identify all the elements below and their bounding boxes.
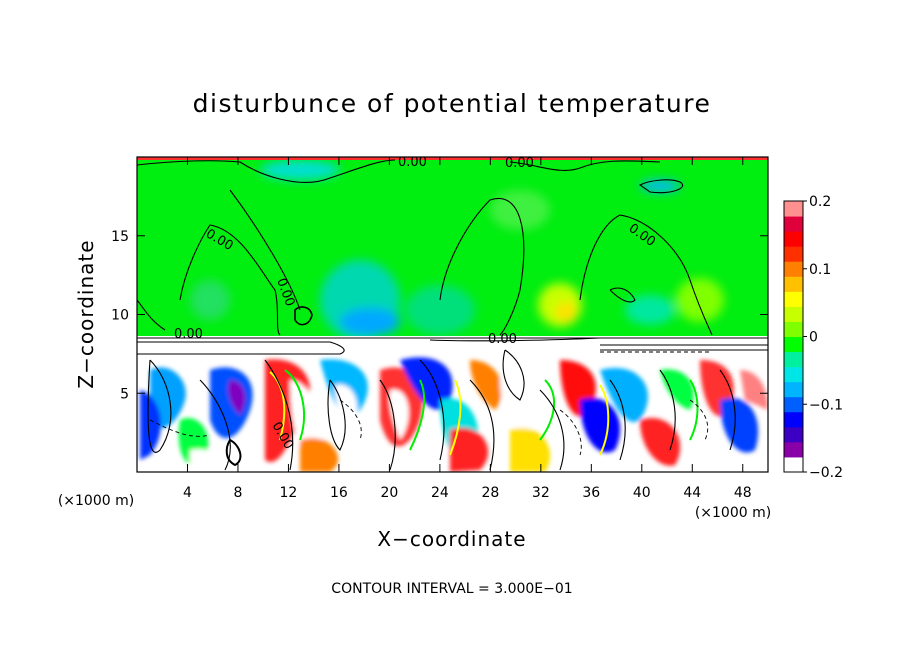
x-tick-label: 16 (330, 485, 348, 501)
x-tick-label: 4 (183, 485, 192, 501)
colorbar-tick-label: 0.2 (809, 194, 831, 210)
y-tick-label: 5 (120, 386, 129, 402)
colorbar-segment (784, 366, 803, 383)
x-tick-label: 24 (431, 485, 449, 501)
contour-label: 0.00 (488, 332, 517, 347)
colorbar-segment (784, 426, 803, 443)
colorbar-tick-label: −0.1 (809, 397, 843, 413)
colorbar-segment (784, 306, 803, 322)
colorbar-segment (784, 456, 803, 473)
colorbar-segment (784, 216, 803, 232)
colorbar-segment (784, 276, 803, 292)
x-axis: 4 8 12 16 20 24 28 32 36 40 44 48 (183, 157, 752, 501)
colorbar-tick-label: 0.1 (809, 262, 831, 278)
contour-label: 0.00 (174, 327, 203, 342)
x-tick-label: 8 (233, 485, 242, 501)
contour-lines (137, 159, 768, 471)
x-tick-label: 40 (633, 485, 651, 501)
x-axis-unit-left: (×1000 m) (58, 493, 134, 509)
plot-area: 0.00 0.00 0.00 0.00 0.00 0.00 0.00 0.00 (137, 155, 768, 472)
colorbar-segment (784, 336, 803, 353)
contour-interval-label: CONTOUR INTERVAL = 3.000E−01 (331, 581, 572, 597)
colorbar-segment (784, 411, 803, 428)
dashed-contours (149, 351, 710, 456)
colorbar-segment (784, 441, 803, 458)
chart-title: disturbunce of potential temperature (193, 89, 712, 118)
colorbar-tick-label: 0 (809, 330, 818, 346)
y-tick-label: 15 (111, 229, 129, 245)
colorbar-segment (784, 396, 803, 413)
lower-layer-anomalies (140, 357, 768, 472)
colorbar-segment (784, 291, 803, 307)
colorbar-tick-label: −0.2 (809, 465, 843, 481)
x-tick-label: 36 (582, 485, 600, 501)
y-tick-label: 10 (111, 308, 129, 324)
x-tick-label: 12 (280, 485, 298, 501)
colorbar-segment (784, 201, 803, 217)
x-axis-unit-right: (×1000 m) (695, 505, 771, 521)
x-tick-label: 20 (380, 485, 398, 501)
colorbar-segment (784, 261, 803, 277)
colorbar: 0.2 0.1 0 −0.1 −0.2 (783, 194, 843, 481)
upper-layer-anomalies (190, 160, 724, 340)
x-tick-label: 28 (481, 485, 499, 501)
colorbar-segment (784, 381, 803, 398)
x-axis-label: X−coordinate (377, 527, 526, 551)
contour-label: 0.00 (398, 155, 427, 170)
y-axis: 5 10 15 (111, 229, 768, 402)
colorbar-segment (784, 246, 803, 262)
colorbar-segment (784, 351, 803, 368)
colorbar-segment (784, 231, 803, 247)
contour-label: 0.00 (505, 156, 534, 171)
y-axis-label: Z−coordinate (74, 239, 98, 388)
x-tick-label: 44 (683, 485, 701, 501)
x-tick-label: 48 (734, 485, 752, 501)
x-tick-label: 32 (532, 485, 550, 501)
colorbar-segment (784, 321, 803, 337)
